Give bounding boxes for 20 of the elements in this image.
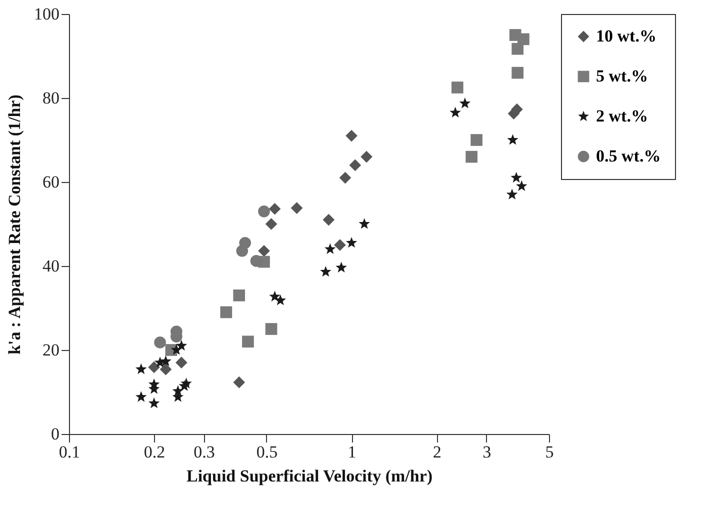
x-tick-label: 2 <box>432 442 442 462</box>
y-tick-label: 40 <box>42 256 60 276</box>
y-tick-label: 20 <box>42 340 60 360</box>
y-tick-label: 0 <box>51 424 60 444</box>
x-tick-label: 0.2 <box>144 442 166 462</box>
x-tick-label: 1 <box>348 442 356 462</box>
x-axis-title: Liquid Superficial Velocity (m/hr) <box>186 466 433 486</box>
legend-label: 0.5 wt.% <box>596 146 661 166</box>
x-tick-label: 0.1 <box>58 442 80 462</box>
x-tick-label: 0.3 <box>194 442 215 462</box>
legend-label: 2 wt.% <box>596 106 648 126</box>
x-tick-label: 0.5 <box>256 442 278 462</box>
x-tick-label: 5 <box>545 442 554 462</box>
x-tick-label: 3 <box>482 442 492 462</box>
y-axis-title: k'a : Apparent Rate Constant (1/hr) <box>5 94 24 354</box>
legend-label: 5 wt.% <box>596 66 648 86</box>
y-tick-label: 60 <box>42 172 60 192</box>
y-tick-label: 100 <box>34 4 60 24</box>
legend-label: 10 wt.% <box>596 26 656 46</box>
y-tick-label: 80 <box>42 88 60 108</box>
